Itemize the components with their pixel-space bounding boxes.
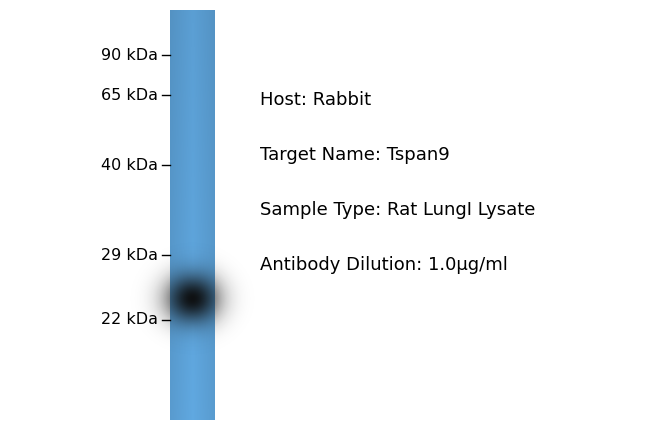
Text: 40 kDa: 40 kDa <box>101 158 158 172</box>
Text: Target Name: Tspan9: Target Name: Tspan9 <box>260 146 450 164</box>
Text: 65 kDa: 65 kDa <box>101 87 158 103</box>
Text: Host: Rabbit: Host: Rabbit <box>260 91 371 109</box>
Text: Sample Type: Rat LungI Lysate: Sample Type: Rat LungI Lysate <box>260 201 536 219</box>
Text: Antibody Dilution: 1.0µg/ml: Antibody Dilution: 1.0µg/ml <box>260 256 508 274</box>
Text: 90 kDa: 90 kDa <box>101 48 158 62</box>
Text: 22 kDa: 22 kDa <box>101 313 158 327</box>
Text: 29 kDa: 29 kDa <box>101 248 158 262</box>
